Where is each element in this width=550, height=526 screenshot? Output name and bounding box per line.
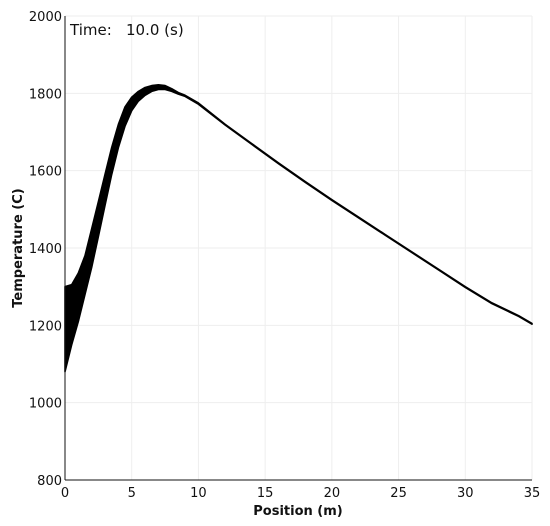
temperature-series-band [64,84,533,373]
x-tick-label: 20 [324,486,341,501]
x-tick-label: 35 [524,486,541,501]
time-value: 10.0 (s) [126,21,184,39]
axes [64,16,532,481]
grid [65,15,533,480]
data-layer [64,84,533,373]
x-tick-label: 30 [457,486,474,501]
x-tick-label: 0 [61,486,69,501]
x-tick-label: 15 [257,486,274,501]
y-tick-label: 2000 [29,10,62,25]
y-tick-label: 1600 [29,165,62,180]
y-tick-label: 1000 [29,397,62,412]
y-tick-label: 1800 [29,87,62,102]
y-tick-label: 1200 [29,319,62,334]
y-tick-label: 1400 [29,242,62,257]
y-axis-title: Temperature (C) [11,188,26,307]
x-tick-label: 10 [190,486,207,501]
time-label: Time: [69,21,112,39]
x-tick-label: 25 [390,486,407,501]
y-tick-label: 800 [37,474,62,489]
tick-labels: 0 5 10 15 20 25 30 35 800 1000 1200 1400 1600 1800 200… [29,10,540,501]
x-axis-title: Position (m) [253,504,342,519]
x-tick-label: 5 [128,486,136,501]
